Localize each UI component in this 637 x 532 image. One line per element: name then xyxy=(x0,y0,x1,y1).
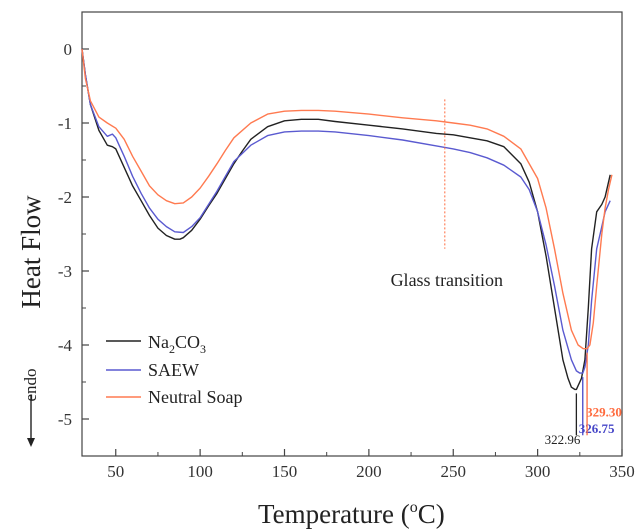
x-tick-label: 250 xyxy=(441,462,467,481)
series-line-neutral-soap xyxy=(81,48,613,350)
x-tick-label: 100 xyxy=(187,462,213,481)
legend-label-na2co3: Na2CO3 xyxy=(148,332,206,356)
legend-label-neutral-soap: Neutral Soap xyxy=(148,387,242,407)
series-layer xyxy=(81,48,613,391)
y-tick-label: -4 xyxy=(58,336,73,355)
series-line-saew xyxy=(81,48,611,374)
x-tick-label: 350 xyxy=(609,462,635,481)
y-tick-label: -1 xyxy=(58,114,72,133)
y-tick-labels: 0 -1 -2 -3 -4 -5 xyxy=(58,40,73,429)
legend: Na2CO3 SAEW Neutral Soap xyxy=(106,332,242,407)
x-axis-title-degree: o xyxy=(410,499,418,516)
y-axis-title: Heat Flow xyxy=(16,195,46,309)
peak-label: 326.75 xyxy=(579,421,615,436)
y-tick-label: -2 xyxy=(58,188,72,207)
glass-transition-label: Glass transition xyxy=(391,270,504,290)
y-tick-label: 0 xyxy=(64,40,73,59)
x-axis-title-unit: C) xyxy=(418,499,445,529)
x-tick-label: 300 xyxy=(525,462,551,481)
y-tick-label: -3 xyxy=(58,262,72,281)
series-line-na2co3 xyxy=(81,48,611,391)
x-axis-title-main: Temperature ( xyxy=(258,499,410,529)
x-tick-label: 150 xyxy=(272,462,298,481)
endo-label: endo xyxy=(21,368,40,401)
x-tick-label: 50 xyxy=(107,462,124,481)
peak-label: 329.30 xyxy=(586,405,622,420)
legend-label-saew: SAEW xyxy=(148,360,199,380)
y-tick-label: -5 xyxy=(58,410,72,429)
x-axis-title: Temperature (oC) xyxy=(258,499,445,529)
x-tick-labels: 50 100 150 200 250 300 350 xyxy=(107,462,635,481)
x-tick-label: 200 xyxy=(356,462,382,481)
axis-ticks xyxy=(82,48,623,457)
endo-arrow-head xyxy=(27,438,35,447)
peak-label: 322.96 xyxy=(545,432,581,447)
